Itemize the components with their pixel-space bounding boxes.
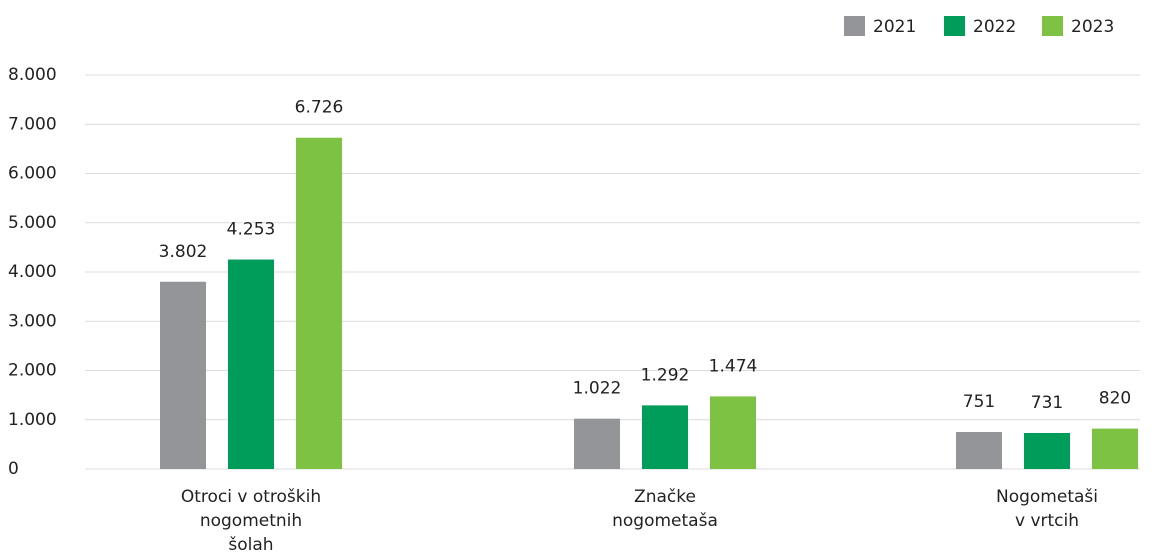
bar <box>1024 432 1070 469</box>
x-tick-label: Značke <box>634 487 696 507</box>
value-label: 1.292 <box>641 365 690 385</box>
value-label: 6.726 <box>295 98 344 118</box>
bar <box>956 432 1002 469</box>
y-tick-label: 8.000 <box>8 65 57 85</box>
y-tick-label: 2.000 <box>8 361 57 381</box>
legend-label: 2023 <box>1071 17 1114 37</box>
bar <box>160 281 206 469</box>
x-tick-label: nogometaša <box>612 511 718 531</box>
x-tick-label: nogometnih <box>200 511 302 531</box>
value-label: 731 <box>1031 393 1063 413</box>
bar <box>642 405 688 469</box>
value-label: 3.802 <box>159 242 208 262</box>
legend-swatch <box>1042 16 1063 36</box>
y-tick-label: 0 <box>8 459 19 479</box>
bar <box>228 259 274 469</box>
legend-swatch <box>844 16 865 36</box>
y-tick-label: 7.000 <box>8 114 57 134</box>
x-tick-label: Otroci v otroških <box>181 487 321 507</box>
legend-label: 2021 <box>873 17 916 37</box>
x-tick-label: šolah <box>228 535 273 552</box>
y-tick-label: 6.000 <box>8 164 57 184</box>
x-tick-label: Nogometaši <box>996 487 1098 507</box>
x-tick-label: v vrtcih <box>1015 511 1079 531</box>
y-tick-label: 4.000 <box>8 262 57 282</box>
value-label: 1.474 <box>709 356 758 376</box>
y-tick-label: 1.000 <box>8 410 57 430</box>
value-label: 4.253 <box>227 220 276 240</box>
value-label: 820 <box>1099 389 1131 409</box>
bar <box>1092 428 1138 469</box>
value-label: 1.022 <box>573 379 622 399</box>
bar <box>296 137 342 469</box>
legend-label: 2022 <box>973 17 1016 37</box>
bar <box>574 418 620 469</box>
bar <box>710 396 756 469</box>
y-tick-label: 3.000 <box>8 311 57 331</box>
y-tick-label: 5.000 <box>8 213 57 233</box>
value-label: 751 <box>963 392 995 412</box>
legend-swatch <box>944 16 965 36</box>
